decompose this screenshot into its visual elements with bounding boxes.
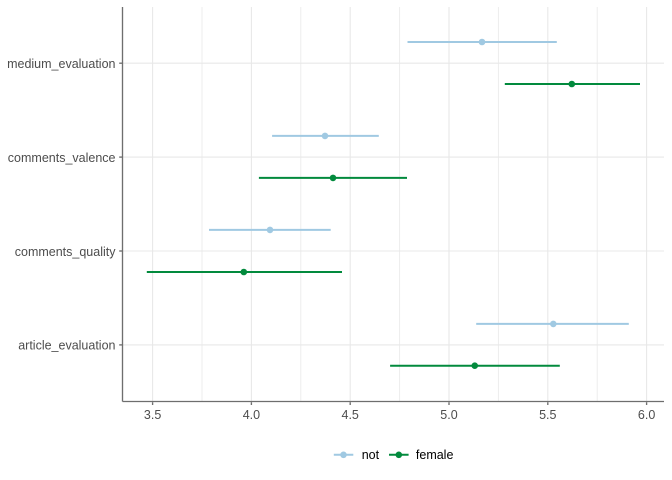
svg-text:5.5: 5.5 — [539, 408, 556, 422]
svg-text:3.5: 3.5 — [144, 408, 161, 422]
svg-text:4.5: 4.5 — [342, 408, 359, 422]
svg-text:4.0: 4.0 — [243, 408, 260, 422]
svg-text:article_evaluation: article_evaluation — [18, 339, 115, 353]
svg-text:5.0: 5.0 — [440, 408, 457, 422]
svg-text:medium_evaluation: medium_evaluation — [7, 57, 115, 71]
svg-text:not: not — [362, 448, 380, 462]
svg-text:comments_valence: comments_valence — [8, 151, 116, 165]
svg-text:female: female — [416, 448, 454, 462]
svg-text:6.0: 6.0 — [638, 408, 655, 422]
svg-text:comments_quality: comments_quality — [15, 245, 116, 259]
